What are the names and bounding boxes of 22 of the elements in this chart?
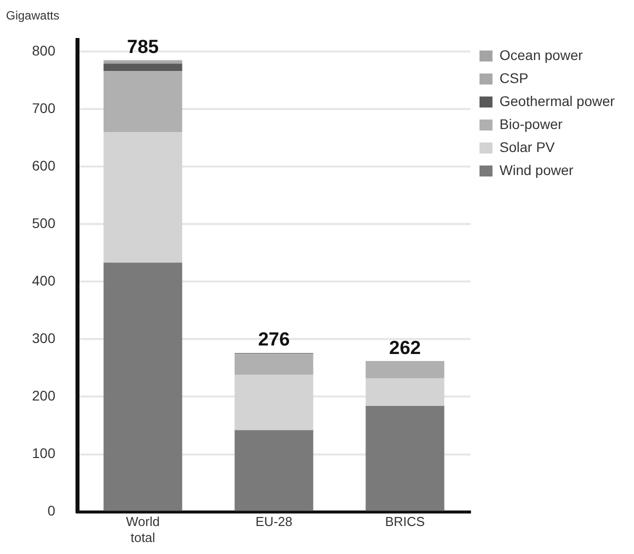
legend-label: Ocean power <box>500 46 584 63</box>
y-tick-label: 100 <box>32 445 56 462</box>
y-tick-label: 0 <box>48 502 56 519</box>
legend-label: Geothermal power <box>500 92 616 109</box>
y-tick-label: 300 <box>32 330 56 346</box>
x-tick-label: BRICS <box>385 514 426 530</box>
y-tick-label: 400 <box>32 272 56 289</box>
y-tick-label: 200 <box>32 388 56 404</box>
total-label: 262 <box>389 338 421 359</box>
y-tick-label: 500 <box>32 214 56 231</box>
legend-label: CSP <box>500 70 528 86</box>
x-tick-label: World total <box>126 514 160 545</box>
legend-label: Bio-power <box>500 116 563 132</box>
legend-label: Solar PV <box>500 138 556 155</box>
total-label: 785 <box>127 36 160 58</box>
y-tick-label: 600 <box>32 157 56 174</box>
legend-label: Wind power <box>500 162 574 178</box>
y-axis-title: Gigawatts <box>6 8 60 22</box>
total-label: 276 <box>258 330 290 351</box>
y-tick-label: 700 <box>32 100 56 116</box>
x-tick-label: EU-28 <box>256 514 292 530</box>
y-tick-label: 800 <box>32 42 56 58</box>
